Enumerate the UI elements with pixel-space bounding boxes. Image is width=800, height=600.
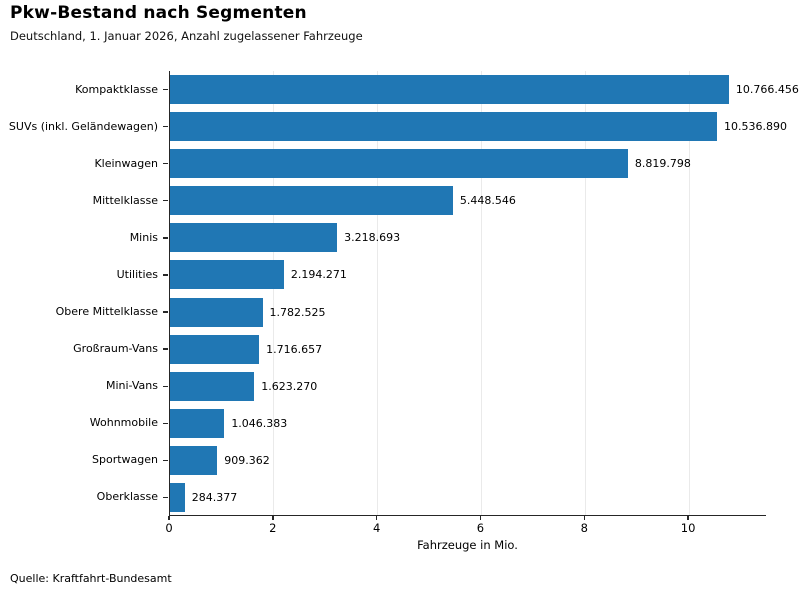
y-tick-1 — [163, 125, 168, 128]
value-label-1: 10.536.890 — [724, 120, 787, 134]
gridline-x-2 — [273, 71, 275, 515]
bar-4 — [170, 223, 338, 253]
gridline-x-4 — [377, 71, 379, 515]
category-label-4: Minis — [129, 230, 158, 244]
category-label-6: Obere Mittelklasse — [55, 305, 158, 319]
x-tick-label-2: 2 — [269, 521, 277, 535]
bar-8 — [170, 371, 255, 401]
y-tick-6 — [163, 311, 168, 313]
chart-subtitle: Deutschland, 1. Januar 2026, Anzahl zuge… — [10, 29, 363, 43]
y-tick-0 — [163, 88, 168, 91]
value-label-2: 8.819.798 — [634, 157, 691, 171]
category-label-8: Mini-Vans — [105, 379, 158, 393]
bar-6 — [170, 297, 263, 327]
category-label-2: Kleinwagen — [94, 156, 158, 170]
category-label-0: Kompaktklasse — [75, 82, 158, 96]
bar-1 — [170, 112, 717, 142]
value-label-7: 1.716.657 — [266, 342, 323, 356]
plot-area: 10.766.456 10.536.890 8.819.798 5.448.546 3.… — [169, 71, 799, 516]
category-label-1: SUVs (inkl. Geländewagen) — [8, 119, 158, 133]
bar-7 — [170, 334, 260, 364]
bar-10 — [170, 445, 218, 475]
y-tick-10 — [163, 459, 168, 462]
x-tick-6 — [479, 516, 482, 520]
x-tick-8 — [583, 516, 585, 520]
x-tick-0 — [168, 516, 170, 520]
y-tick-2 — [163, 163, 168, 165]
bar-0 — [170, 75, 729, 105]
category-label-7: Großraum-Vans — [73, 342, 158, 356]
value-label-3: 5.448.546 — [459, 194, 516, 208]
y-tick-5 — [163, 274, 168, 276]
x-tick-label-8: 8 — [580, 521, 588, 535]
bar-3 — [170, 186, 453, 216]
category-label-11: Oberklasse — [96, 490, 158, 504]
category-label-10: Sportwagen — [92, 453, 158, 467]
x-tick-label-4: 4 — [372, 521, 381, 535]
value-label-4: 3.218.693 — [344, 231, 401, 245]
y-tick-7 — [163, 348, 168, 350]
value-label-10: 909.362 — [224, 453, 270, 467]
value-label-5: 2.194.271 — [290, 268, 347, 282]
gridline-x-8 — [584, 71, 586, 515]
y-tick-4 — [163, 237, 168, 239]
category-label-3: Mittelklasse — [92, 193, 158, 207]
x-tick-2 — [272, 516, 274, 520]
value-label-11: 284.377 — [191, 490, 238, 504]
value-label-6: 1.782.525 — [269, 305, 326, 319]
value-label-9: 1.046.383 — [231, 416, 288, 430]
bar-9 — [170, 408, 225, 438]
gridline-x-10 — [688, 71, 690, 515]
category-label-9: Wohnmobile — [89, 416, 158, 430]
value-label-0: 10.766.456 — [735, 83, 799, 97]
x-tick-label-6: 6 — [476, 521, 485, 535]
x-tick-4 — [375, 516, 378, 520]
bar-2 — [170, 149, 628, 179]
x-axis-label: Fahrzeuge in Mio. — [417, 538, 518, 552]
y-tick-11 — [163, 496, 168, 499]
bar-5 — [170, 260, 284, 290]
x-tick-label-10: 10 — [680, 521, 696, 535]
y-tick-9 — [163, 422, 168, 424]
category-label-5: Utilities — [116, 267, 158, 281]
x-tick-label-0: 0 — [165, 521, 173, 535]
y-tick-8 — [163, 385, 168, 387]
y-tick-3 — [163, 200, 168, 202]
chart-title: Pkw-Bestand nach Segmenten — [10, 3, 307, 23]
bar-11 — [170, 482, 185, 512]
source-note: Quelle: Kraftfahrt-Bundesamt — [10, 572, 172, 585]
value-label-8: 1.623.270 — [261, 379, 318, 393]
x-tick-10 — [687, 516, 689, 520]
gridline-x-6 — [480, 71, 482, 515]
